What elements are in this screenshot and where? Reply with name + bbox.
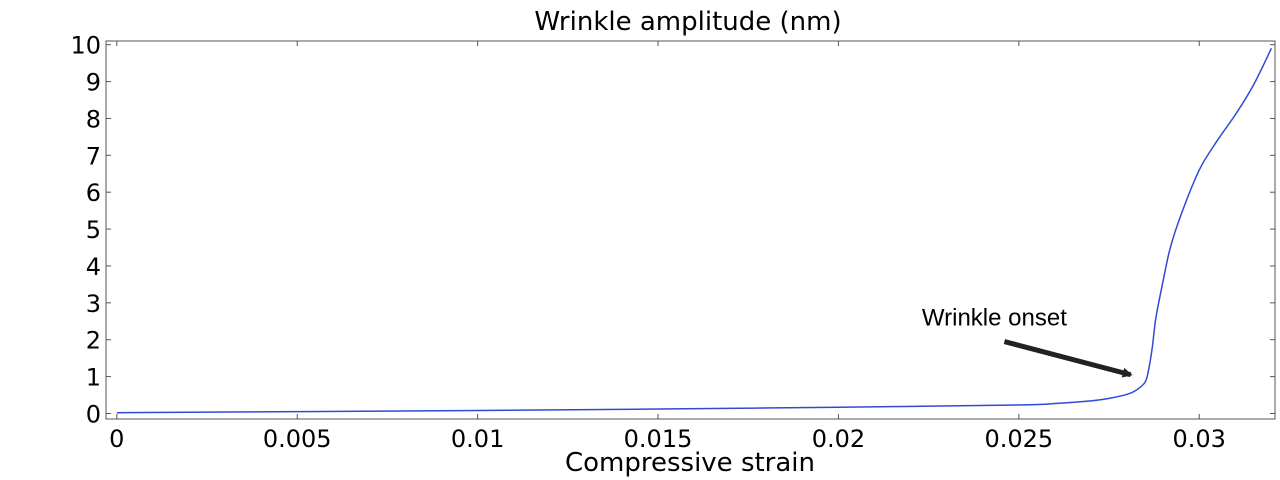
x-tick-label: 0.015 <box>624 425 693 453</box>
series-line <box>116 48 1273 414</box>
y-tick-label: 1 <box>86 364 101 392</box>
y-tick-label: 0 <box>86 400 101 428</box>
annotation-label: Wrinkle onset <box>922 305 1067 332</box>
y-tick-label: 4 <box>86 253 101 281</box>
x-tick-label: 0.025 <box>984 425 1053 453</box>
y-tick-label: 7 <box>86 142 101 170</box>
y-tick-label: 10 <box>70 32 101 60</box>
annotation-arrow <box>1003 339 1133 378</box>
y-tick-label: 9 <box>86 69 101 97</box>
y-tick-label: 3 <box>86 290 101 318</box>
x-axis: 0 0.005 0.01 0.015 0.02 0.025 0.03 <box>109 41 1226 453</box>
y-tick-label: 6 <box>86 179 101 207</box>
x-tick-label: 0.02 <box>812 425 865 453</box>
y-tick-label: 2 <box>86 327 101 355</box>
annotations: Wrinkle onset <box>922 305 1133 378</box>
y-tick-label: 8 <box>86 105 101 133</box>
x-axis-label: Compressive strain <box>565 448 815 478</box>
x-tick-label: 0.01 <box>451 425 504 453</box>
chart-title: Wrinkle amplitude (nm) <box>534 7 841 37</box>
plot-area <box>105 40 1276 420</box>
x-tick-label: 0.03 <box>1173 425 1226 453</box>
y-tick-label: 5 <box>86 216 101 244</box>
y-axis: 0 1 2 3 4 5 6 7 8 9 10 <box>70 32 1275 428</box>
x-tick-label: 0.005 <box>263 425 332 453</box>
x-tick-label: 0 <box>109 425 124 453</box>
